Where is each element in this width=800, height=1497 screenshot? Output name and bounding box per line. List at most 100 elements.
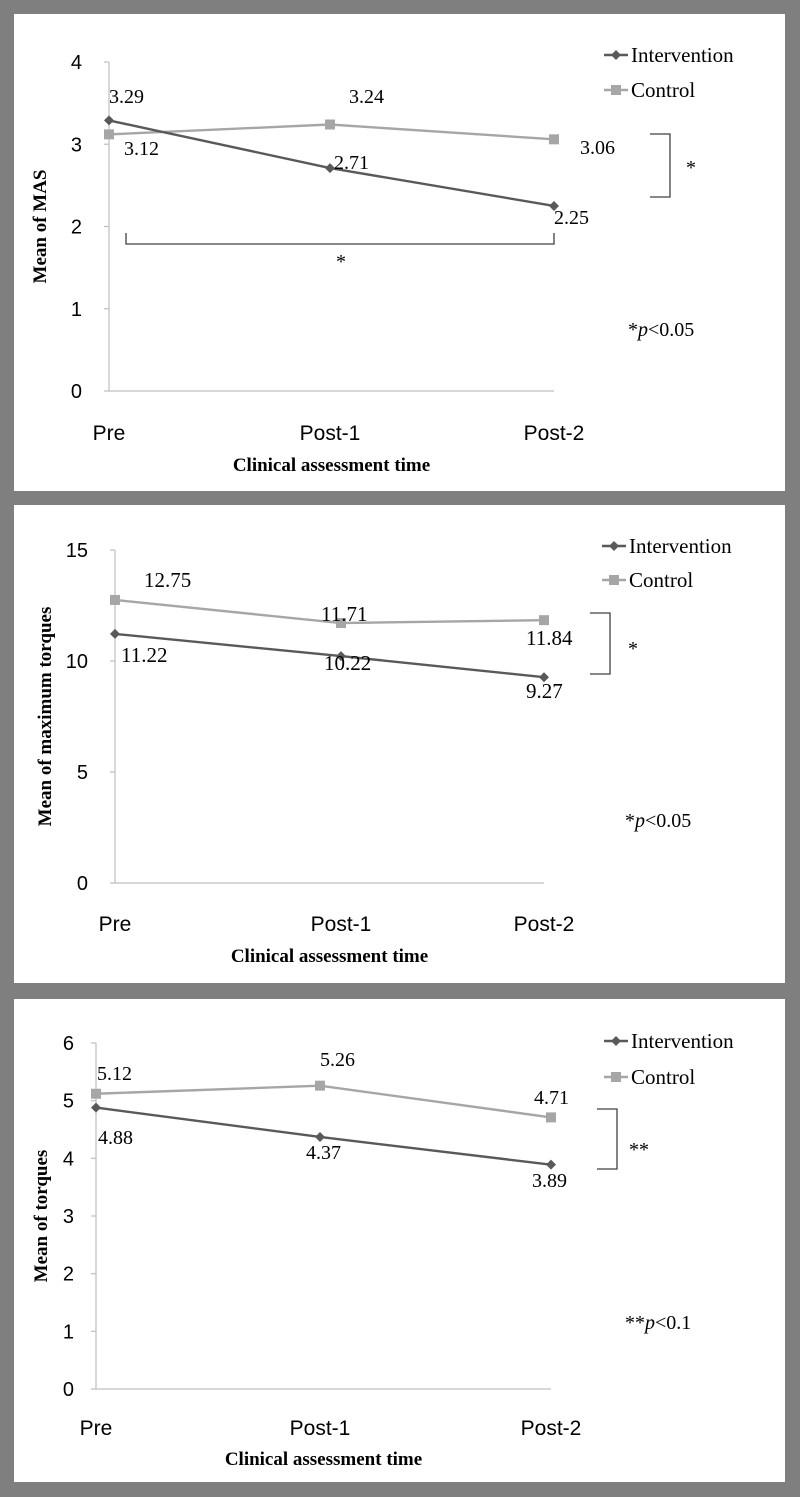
y-tick-label: 4 — [71, 52, 82, 74]
x-tick-label: Post-1 — [300, 422, 361, 445]
p-value-threshold: <0.1 — [655, 1312, 691, 1334]
y-tick-label: 3 — [71, 134, 82, 156]
p-value-threshold: <0.05 — [645, 810, 691, 832]
intervention-point-marker — [104, 115, 114, 126]
intervention-point-marker — [549, 200, 559, 211]
legend-marker — [611, 50, 621, 60]
max-torque-line-chart: 0 5 10 15 Pre Post-1 Post-2 Clinical assessment… — [35, 534, 732, 967]
y-tick-label: 2 — [71, 217, 82, 239]
control-point-marker — [104, 129, 114, 140]
control-point-marker — [549, 134, 559, 145]
legend-label: Control — [631, 1065, 695, 1089]
y-tick-label: 2 — [63, 1264, 74, 1286]
y-axis-title: Mean of torques — [31, 1150, 52, 1283]
control-data-label: 5.26 — [320, 1049, 355, 1071]
intervention-series-line — [108, 119, 555, 208]
legend-label: Intervention — [631, 1029, 734, 1053]
y-tick-label: 1 — [63, 1321, 74, 1343]
y-tick-label: 15 — [66, 540, 88, 562]
y-tick-label: 4 — [63, 1148, 74, 1170]
intervention-point-marker — [315, 1131, 325, 1142]
y-tick-label: 0 — [77, 873, 88, 895]
control-data-label: 12.75 — [144, 568, 191, 592]
control-point-marker — [315, 1080, 325, 1091]
x-tick-label: Pre — [99, 913, 132, 936]
y-axis-title: Mean of MAS — [30, 170, 51, 284]
mas-line-chart: 0 1 2 3 4 Pre Post-1 Post-2 Clinical assessment … — [30, 43, 734, 476]
intervention-point-marker — [336, 651, 346, 662]
legend-label: Intervention — [631, 43, 734, 67]
end-significance-star: ** — [629, 1139, 649, 1161]
p-value-star: * — [625, 810, 635, 832]
control-data-label: 4.71 — [534, 1087, 569, 1109]
intervention-data-label: 2.25 — [554, 207, 589, 229]
legend-label: Control — [629, 568, 693, 592]
x-tick-label: Post-1 — [290, 1417, 351, 1440]
control-point-marker — [336, 618, 346, 629]
x-tick-label: Post-1 — [311, 913, 372, 936]
intervention-data-label: 3.29 — [109, 86, 144, 108]
control-data-label: 5.12 — [97, 1063, 132, 1085]
intervention-data-label: 2.71 — [334, 152, 369, 174]
x-axis-title: Clinical assessment time — [233, 455, 430, 476]
torque-line-chart: 0 1 2 3 4 5 6 Pre Post-1 Post-2 Clinical assessmen… — [31, 1029, 734, 1470]
legend-marker — [609, 541, 619, 551]
legend-marker — [609, 575, 619, 585]
end-significance-bracket — [597, 1108, 618, 1170]
intervention-data-label: 10.22 — [324, 651, 371, 675]
intervention-point-marker — [91, 1102, 101, 1113]
p-value-threshold: <0.05 — [648, 319, 694, 341]
p-value-note: **p<0.1 — [625, 1312, 691, 1334]
p-value-star: ** — [625, 1312, 645, 1334]
end-significance-bracket — [590, 612, 611, 675]
control-point-marker — [91, 1088, 101, 1099]
legend-label: Intervention — [629, 534, 732, 558]
y-axis-title: Mean of maximum torques — [35, 607, 56, 827]
y-tick-label: 0 — [71, 381, 82, 403]
intervention-data-label: 4.88 — [98, 1127, 133, 1149]
control-data-label: 3.24 — [349, 86, 384, 108]
end-significance-bracket — [650, 133, 671, 198]
p-value-symbol: p — [643, 1312, 655, 1334]
control-point-marker — [110, 594, 120, 605]
y-tick-label: 0 — [63, 1379, 74, 1401]
control-data-label: 3.06 — [580, 137, 615, 159]
control-point-marker — [546, 1112, 556, 1123]
end-significance-star: * — [686, 157, 696, 179]
y-tick-label: 5 — [77, 762, 88, 784]
p-value-star: * — [628, 319, 638, 341]
x-axis-title: Clinical assessment time — [231, 946, 428, 967]
x-axis-title: Clinical assessment time — [225, 1449, 422, 1470]
y-tick-label: 5 — [63, 1091, 74, 1113]
intervention-data-label: 11.22 — [121, 643, 167, 667]
mas-chart-panel: 0 1 2 3 4 Pre Post-1 Post-2 Clinical assessment … — [14, 14, 785, 491]
intervention-point-marker — [110, 628, 120, 639]
y-tick-label: 1 — [71, 299, 82, 321]
legend-marker — [611, 85, 621, 95]
x-tick-label: Post-2 — [514, 913, 575, 936]
x-tick-label: Post-2 — [524, 422, 585, 445]
legend-marker — [611, 1036, 621, 1046]
pre-post-significance-star: * — [336, 251, 346, 273]
y-tick-label: 10 — [66, 651, 88, 673]
control-point-marker — [325, 119, 335, 130]
max-torque-chart-panel: 0 5 10 15 Pre Post-1 Post-2 Clinical assessment… — [14, 505, 785, 983]
intervention-data-label: 9.27 — [526, 679, 563, 703]
control-data-label: 11.84 — [526, 626, 573, 650]
control-point-marker — [539, 615, 549, 626]
legend-label: Control — [631, 78, 695, 102]
legend-marker — [611, 1072, 621, 1082]
p-value-symbol: p — [633, 810, 645, 832]
x-tick-label: Pre — [93, 422, 126, 445]
p-value-note: *p<0.05 — [628, 319, 694, 341]
intervention-data-label: 4.37 — [306, 1142, 341, 1164]
end-significance-star: * — [628, 638, 638, 660]
p-value-note: *p<0.05 — [625, 810, 691, 832]
p-value-symbol: p — [636, 319, 648, 341]
y-tick-label: 3 — [63, 1206, 74, 1228]
control-data-label: 11.71 — [321, 602, 367, 626]
y-tick-label: 6 — [63, 1033, 74, 1055]
intervention-data-label: 3.89 — [532, 1170, 567, 1192]
x-tick-label: Post-2 — [521, 1417, 582, 1440]
intervention-point-marker — [539, 672, 549, 683]
